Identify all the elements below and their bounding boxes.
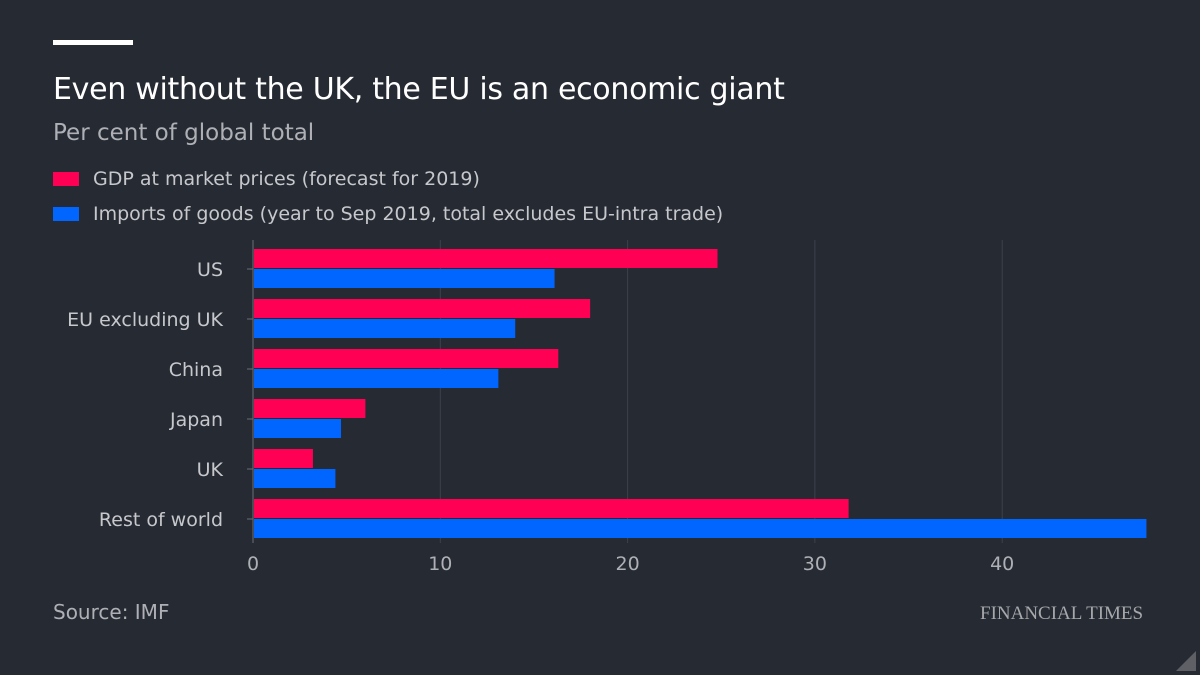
legend-label-imports: Imports of goods (year to Sep 2019, tota… [93,203,724,225]
x-tick-label: 0 [247,553,259,575]
bar-gdp [254,299,591,318]
bar-imports [254,319,516,338]
bar-gdp [254,349,559,368]
chart-subtitle: Per cent of global total [53,120,315,146]
bar-imports [254,369,499,388]
legend-swatch-gdp [53,172,79,186]
legend-item-imports: Imports of goods (year to Sep 2019, tota… [53,203,723,225]
source-note: Source: IMF [53,600,170,624]
x-tick-label: 10 [428,553,452,575]
header-rule [53,40,133,45]
legend-item-gdp: GDP at market prices (forecast for 2019) [53,168,480,190]
category-label: EU excluding UK [67,309,223,331]
bar-gdp [254,449,313,468]
category-label: Rest of world [99,509,223,531]
category-label: China [169,359,223,381]
legend-swatch-imports [53,207,79,221]
bar-imports [254,519,1147,538]
category-label: US [197,259,223,281]
x-tick-label: 40 [990,553,1014,575]
x-tick-label: 30 [803,553,827,575]
bar-gdp [254,399,366,418]
bar-imports [254,469,336,488]
x-tick-label: 20 [616,553,640,575]
bar-gdp [254,249,718,268]
chart-title: Even without the UK, the EU is an econom… [53,72,785,107]
legend-label-gdp: GDP at market prices (forecast for 2019) [93,168,480,190]
bar-gdp [254,499,849,518]
corner-triangle-icon [1176,651,1196,671]
category-label: Japan [169,409,223,431]
category-label: UK [197,459,224,481]
ft-logo: FINANCIAL TIMES [980,603,1144,624]
bar-imports [254,419,342,438]
bar-imports [254,269,555,288]
